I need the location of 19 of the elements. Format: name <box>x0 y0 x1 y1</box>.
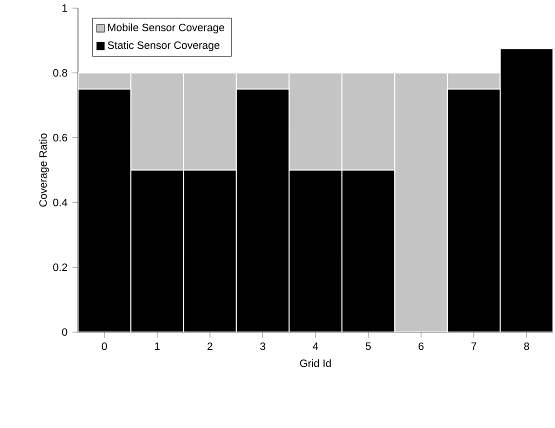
x-tick-label: 1 <box>155 342 160 350</box>
legend-label: Static Sensor Coverage <box>108 41 220 52</box>
x-tick-label: 4 <box>312 342 318 350</box>
x-axis-title: Grid Id <box>300 359 331 367</box>
x-tick-label: 8 <box>524 342 530 350</box>
y-tick-label: 0.4 <box>53 198 68 206</box>
y-tick-label: 0.2 <box>53 263 68 272</box>
x-tick-label: 3 <box>260 342 266 350</box>
legend-label: Mobile Sensor Coverage <box>108 23 224 34</box>
x-tick-label: 2 <box>208 342 212 350</box>
y-axis-title: Coverage Ratio <box>39 133 49 207</box>
y-tick-label: 0.8 <box>53 69 68 77</box>
x-tick-label: 0 <box>102 342 107 350</box>
x-tick-label: 7 <box>471 342 476 350</box>
x-tick-label: 5 <box>366 342 371 350</box>
x-tick-label: 6 <box>418 342 424 350</box>
y-tick-label: 0.6 <box>53 134 68 142</box>
y-tick-label: 1 <box>62 4 68 12</box>
y-tick-label: 0 <box>62 328 68 336</box>
